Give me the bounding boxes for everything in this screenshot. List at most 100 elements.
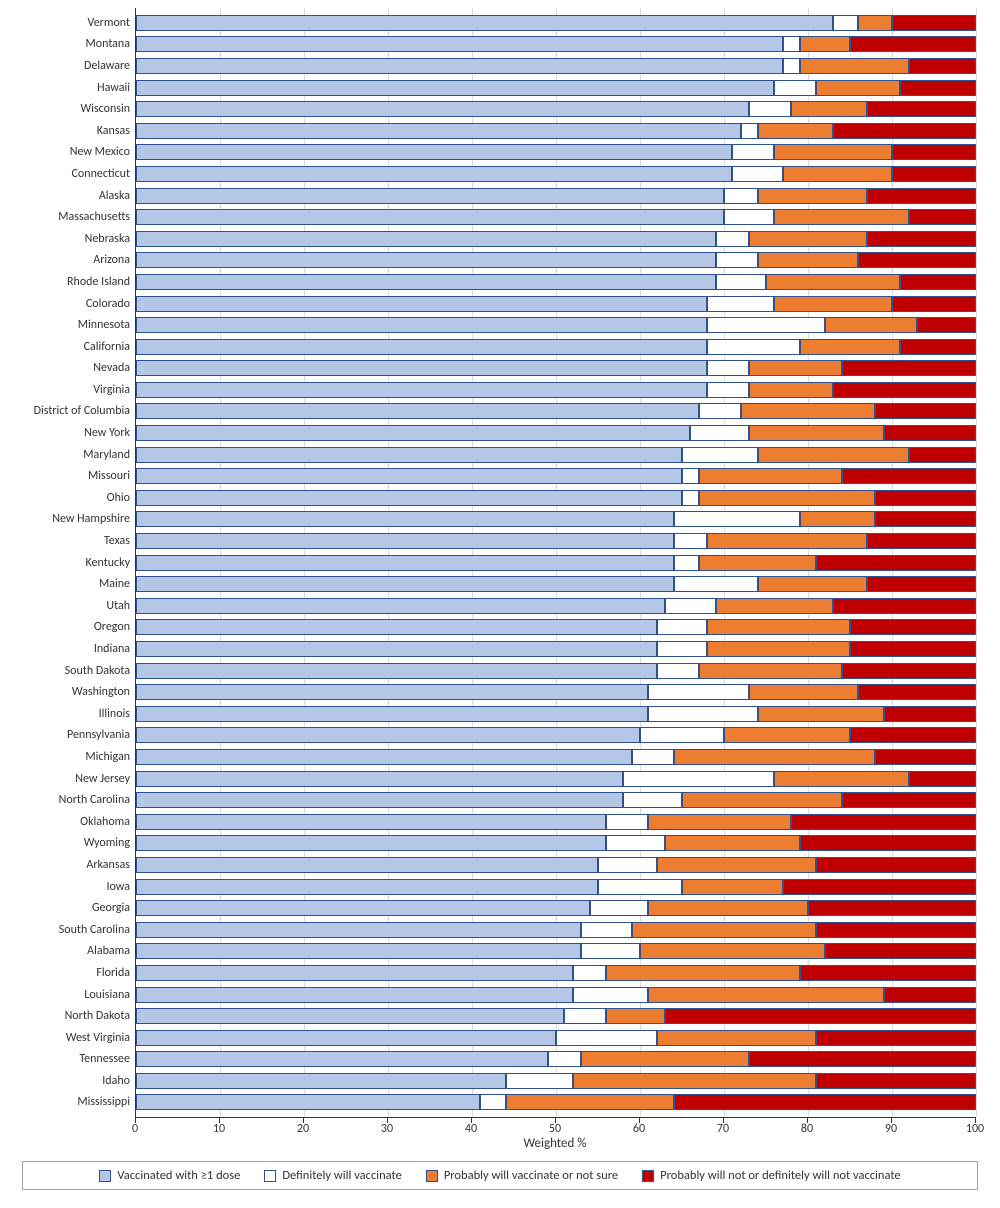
- bar-segment-vacc: [136, 835, 606, 851]
- stacked-bar: [136, 403, 976, 419]
- chart-row: New York: [136, 422, 976, 444]
- bar-segment-def: [598, 879, 682, 895]
- bar-segment-prob: [657, 1030, 817, 1046]
- stacked-bar: [136, 36, 976, 52]
- bar-segment-prob: [657, 857, 817, 873]
- stacked-bar: [136, 598, 976, 614]
- state-label: Wyoming: [5, 836, 136, 850]
- bar-segment-no: [833, 123, 976, 139]
- x-tick-label: 0: [132, 1122, 138, 1136]
- bar-segment-no: [850, 727, 976, 743]
- bar-segment-no: [884, 706, 976, 722]
- legend-item: Definitely will vaccinate: [264, 1168, 401, 1183]
- stacked-bar: [136, 663, 976, 679]
- stacked-bar: [136, 555, 976, 571]
- bar-segment-prob: [648, 987, 883, 1003]
- chart-row: New Mexico: [136, 142, 976, 164]
- chart-row: Utah: [136, 595, 976, 617]
- bar-segment-prob: [749, 425, 883, 441]
- chart-row: Illinois: [136, 703, 976, 725]
- x-tick-label: 80: [801, 1122, 813, 1136]
- bar-segment-prob: [791, 101, 867, 117]
- bar-segment-def: [623, 792, 682, 808]
- chart-row: Colorado: [136, 293, 976, 315]
- stacked-bar: [136, 771, 976, 787]
- bar-segment-vacc: [136, 80, 774, 96]
- bar-segment-vacc: [136, 468, 682, 484]
- bar-segment-no: [808, 900, 976, 916]
- stacked-bar: [136, 511, 976, 527]
- chart-row: Maine: [136, 573, 976, 595]
- stacked-bar: [136, 252, 976, 268]
- bar-segment-def: [548, 1051, 582, 1067]
- bar-segment-vacc: [136, 533, 674, 549]
- bar-segment-no: [825, 943, 976, 959]
- bar-segment-no: [816, 1030, 976, 1046]
- legend: Vaccinated with ≥1 doseDefinitely will v…: [22, 1161, 978, 1190]
- bar-segment-prob: [707, 533, 867, 549]
- bar-segment-no: [842, 360, 976, 376]
- bar-segment-def: [657, 663, 699, 679]
- bar-segment-prob: [573, 1073, 817, 1089]
- state-label: New Mexico: [5, 145, 136, 159]
- bar-segment-def: [581, 922, 631, 938]
- bar-segment-no: [875, 511, 976, 527]
- stacked-bar: [136, 58, 976, 74]
- bar-segment-vacc: [136, 814, 606, 830]
- chart-row: Maryland: [136, 444, 976, 466]
- bar-segment-no: [867, 231, 976, 247]
- bar-segment-def: [716, 252, 758, 268]
- bar-segment-prob: [758, 252, 859, 268]
- stacked-bar-chart: VermontMontanaDelawareHawaiiWisconsinKan…: [10, 8, 990, 1190]
- state-label: District of Columbia: [5, 404, 136, 418]
- stacked-bar: [136, 1008, 976, 1024]
- bar-segment-no: [850, 619, 976, 635]
- bar-segment-def: [749, 101, 791, 117]
- bar-segment-vacc: [136, 144, 732, 160]
- stacked-bar: [136, 922, 976, 938]
- bar-segment-def: [732, 144, 774, 160]
- bar-segment-prob: [766, 274, 900, 290]
- bar-segment-def: [648, 684, 749, 700]
- bar-segment-prob: [741, 403, 875, 419]
- bar-segment-no: [900, 339, 976, 355]
- state-label: Vermont: [5, 16, 136, 30]
- state-label: Alaska: [5, 189, 136, 203]
- bar-segment-def: [674, 511, 800, 527]
- stacked-bar: [136, 641, 976, 657]
- bar-segment-vacc: [136, 123, 741, 139]
- state-label: Indiana: [5, 642, 136, 656]
- bar-segment-no: [909, 771, 976, 787]
- stacked-bar: [136, 965, 976, 981]
- bar-segment-vacc: [136, 382, 707, 398]
- bar-segment-vacc: [136, 101, 749, 117]
- legend-label: Probably will vaccinate or not sure: [444, 1168, 618, 1183]
- x-tick-label: 100: [966, 1122, 984, 1136]
- bar-segment-no: [884, 987, 976, 1003]
- bar-segment-vacc: [136, 1073, 506, 1089]
- bar-segment-prob: [800, 36, 850, 52]
- state-label: Wisconsin: [5, 102, 136, 116]
- bar-segment-prob: [724, 727, 850, 743]
- chart-row: Connecticut: [136, 163, 976, 185]
- bar-segment-vacc: [136, 317, 707, 333]
- bar-segment-def: [741, 123, 758, 139]
- stacked-bar: [136, 1073, 976, 1089]
- bar-segment-no: [867, 576, 976, 592]
- stacked-bar: [136, 231, 976, 247]
- bar-segment-def: [674, 555, 699, 571]
- state-label: Louisiana: [5, 988, 136, 1002]
- stacked-bar: [136, 576, 976, 592]
- chart-row: North Dakota: [136, 1005, 976, 1027]
- bar-segment-no: [816, 555, 976, 571]
- bar-segment-def: [632, 749, 674, 765]
- bar-segment-vacc: [136, 727, 640, 743]
- stacked-bar: [136, 1094, 976, 1110]
- chart-row: Vermont: [136, 12, 976, 34]
- stacked-bar: [136, 339, 976, 355]
- stacked-bar: [136, 835, 976, 851]
- bar-segment-def: [657, 641, 707, 657]
- state-label: Illinois: [5, 707, 136, 721]
- chart-row: Arkansas: [136, 854, 976, 876]
- legend-swatch: [99, 1170, 111, 1182]
